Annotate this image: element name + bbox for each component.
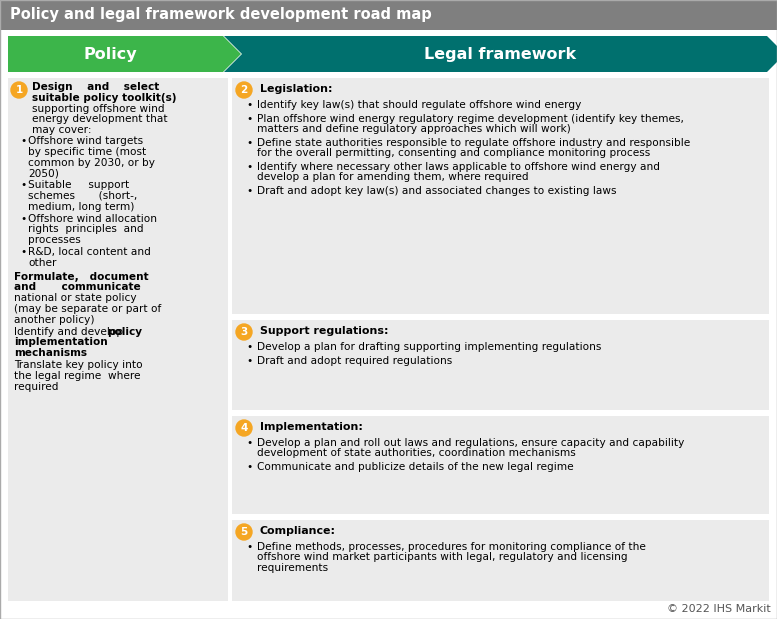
Text: •: • — [20, 136, 26, 146]
Text: Design    and    select: Design and select — [32, 82, 159, 92]
FancyBboxPatch shape — [232, 320, 769, 410]
Text: •: • — [246, 542, 253, 552]
Text: supporting offshore wind: supporting offshore wind — [32, 103, 165, 114]
Text: •: • — [246, 355, 253, 365]
Text: Policy and legal framework development road map: Policy and legal framework development r… — [10, 7, 432, 22]
Text: 4: 4 — [240, 423, 248, 433]
Text: Legislation:: Legislation: — [260, 84, 333, 94]
Text: •: • — [246, 113, 253, 124]
Text: •: • — [246, 162, 253, 171]
Text: •: • — [20, 180, 26, 190]
Text: Define state authorities responsible to regulate offshore industry and responsib: Define state authorities responsible to … — [257, 137, 690, 147]
Text: Support regulations:: Support regulations: — [260, 326, 388, 336]
Text: requirements: requirements — [257, 563, 328, 573]
Text: Translate key policy into: Translate key policy into — [14, 360, 143, 370]
Text: required: required — [14, 381, 58, 392]
Circle shape — [236, 82, 252, 98]
Text: Define methods, processes, procedures for monitoring compliance of the: Define methods, processes, procedures fo… — [257, 542, 646, 552]
Text: schemes       (short-,: schemes (short-, — [28, 191, 138, 201]
Text: mechanisms: mechanisms — [14, 348, 87, 358]
Text: •: • — [246, 438, 253, 448]
Text: Legal framework: Legal framework — [424, 46, 577, 61]
Text: rights  principles  and: rights principles and — [28, 225, 144, 235]
Text: Offshore wind targets: Offshore wind targets — [28, 136, 143, 146]
Circle shape — [236, 420, 252, 436]
Text: Suitable     support: Suitable support — [28, 180, 129, 190]
Text: develop a plan for amending them, where required: develop a plan for amending them, where … — [257, 172, 528, 182]
Text: Policy: Policy — [84, 46, 138, 61]
Text: 5: 5 — [240, 527, 248, 537]
Text: by specific time (most: by specific time (most — [28, 147, 146, 157]
FancyBboxPatch shape — [232, 78, 769, 314]
Text: offshore wind market participants with legal, regulatory and licensing: offshore wind market participants with l… — [257, 553, 628, 563]
Text: medium, long term): medium, long term) — [28, 202, 134, 212]
Text: Identify key law(s) that should regulate offshore wind energy: Identify key law(s) that should regulate… — [257, 100, 581, 110]
Text: Develop a plan and roll out laws and regulations, ensure capacity and capability: Develop a plan and roll out laws and reg… — [257, 438, 685, 448]
Text: Draft and adopt key law(s) and associated changes to existing laws: Draft and adopt key law(s) and associate… — [257, 186, 616, 196]
Text: common by 2030, or by: common by 2030, or by — [28, 158, 155, 168]
Text: 3: 3 — [240, 327, 248, 337]
Text: (may be separate or part of: (may be separate or part of — [14, 304, 162, 314]
Text: Draft and adopt required regulations: Draft and adopt required regulations — [257, 355, 452, 365]
Text: R&D, local content and: R&D, local content and — [28, 247, 151, 257]
Polygon shape — [8, 36, 241, 72]
Text: for the overall permitting, consenting and compliance monitoring process: for the overall permitting, consenting a… — [257, 148, 650, 158]
FancyBboxPatch shape — [232, 520, 769, 601]
Text: •: • — [246, 462, 253, 472]
Text: and       communicate: and communicate — [14, 282, 141, 292]
FancyBboxPatch shape — [8, 78, 228, 601]
Text: © 2022 IHS Markit: © 2022 IHS Markit — [667, 604, 771, 614]
Text: national or state policy: national or state policy — [14, 293, 137, 303]
Text: 1: 1 — [16, 85, 23, 95]
Text: 2: 2 — [240, 85, 248, 95]
Text: processes: processes — [28, 235, 81, 245]
Text: 2050): 2050) — [28, 168, 59, 178]
Text: development of state authorities, coordination mechanisms: development of state authorities, coordi… — [257, 449, 576, 459]
Text: Compliance:: Compliance: — [260, 526, 336, 536]
Text: energy development that: energy development that — [32, 115, 168, 124]
Text: implementation: implementation — [14, 337, 108, 347]
Text: Offshore wind allocation: Offshore wind allocation — [28, 214, 157, 223]
FancyBboxPatch shape — [0, 0, 777, 30]
Text: •: • — [246, 137, 253, 147]
Text: •: • — [246, 100, 253, 110]
Text: •: • — [20, 247, 26, 257]
Text: Formulate,   document: Formulate, document — [14, 272, 148, 282]
Circle shape — [236, 324, 252, 340]
Text: Implementation:: Implementation: — [260, 422, 363, 432]
Text: other: other — [28, 258, 57, 268]
Circle shape — [236, 524, 252, 540]
Text: Develop a plan for drafting supporting implementing regulations: Develop a plan for drafting supporting i… — [257, 342, 601, 352]
Text: •: • — [246, 186, 253, 196]
Text: •: • — [20, 214, 26, 223]
Circle shape — [11, 82, 27, 98]
Text: another policy): another policy) — [14, 315, 95, 325]
Text: Communicate and publicize details of the new legal regime: Communicate and publicize details of the… — [257, 462, 573, 472]
Text: policy: policy — [107, 327, 142, 337]
Text: suitable policy toolkit(s): suitable policy toolkit(s) — [32, 93, 176, 103]
Text: Identify and develop: Identify and develop — [14, 327, 127, 337]
Text: the legal regime  where: the legal regime where — [14, 371, 141, 381]
FancyBboxPatch shape — [232, 416, 769, 514]
Text: •: • — [246, 342, 253, 352]
Text: Identify where necessary other laws applicable to offshore wind energy and: Identify where necessary other laws appl… — [257, 162, 660, 171]
Text: may cover:: may cover: — [32, 125, 92, 135]
Text: Plan offshore wind energy regulatory regime development (identify key themes,: Plan offshore wind energy regulatory reg… — [257, 113, 684, 124]
Text: matters and define regulatory approaches which will work): matters and define regulatory approaches… — [257, 124, 571, 134]
Polygon shape — [224, 36, 777, 72]
